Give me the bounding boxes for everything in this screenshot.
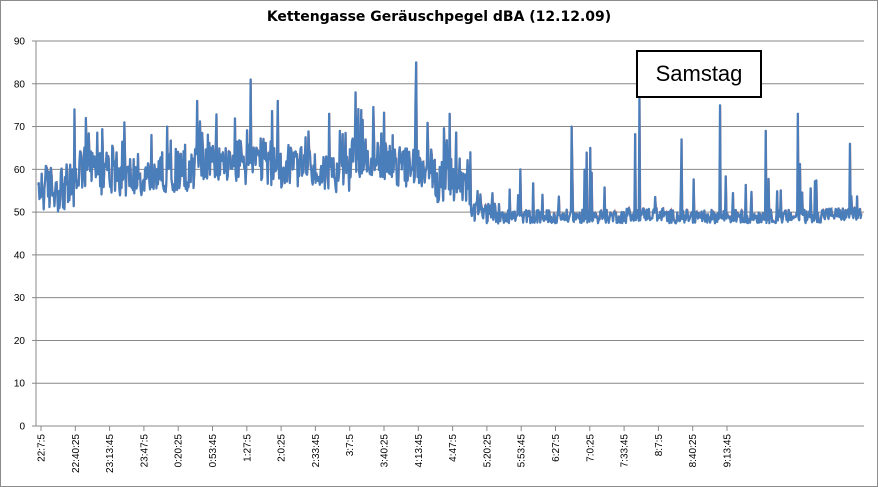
x-tick-label: 8:40:25 bbox=[688, 434, 699, 468]
y-tick-label: 50 bbox=[14, 208, 26, 219]
x-tick-label: 23:13:45 bbox=[105, 434, 116, 473]
y-tick-label: 70 bbox=[14, 122, 26, 133]
x-tick-label: 0:53:45 bbox=[208, 434, 219, 468]
x-tick-label: 22:40:25 bbox=[71, 434, 82, 473]
chart-title: Kettengasse Geräuschpegel dBA (12.12.09) bbox=[266, 9, 612, 25]
x-tick-label: 1:27:5 bbox=[242, 434, 253, 462]
y-tick-label: 20 bbox=[14, 336, 26, 347]
y-axis-ticks: 0 10 20 30 40 50 60 70 80 90 bbox=[14, 37, 36, 433]
series-main-line bbox=[36, 61, 863, 225]
x-tick-label: 7:33:45 bbox=[620, 434, 631, 468]
x-tick-label: 4:13:45 bbox=[414, 434, 425, 468]
x-axis-ticks: 22:7:5 22:40:25 23:13:45 23:47:5 0:20:25 0:53… bbox=[37, 426, 734, 473]
series-lines bbox=[36, 61, 863, 225]
x-tick-label: 22:7:5 bbox=[37, 434, 48, 462]
x-tick-label: 0:20:25 bbox=[174, 434, 185, 468]
x-tick-label: 5:20:25 bbox=[482, 434, 493, 468]
x-tick-label: 3:7:5 bbox=[345, 434, 356, 457]
y-tick-label: 80 bbox=[14, 79, 26, 90]
x-tick-label: 6:27:5 bbox=[551, 434, 562, 462]
x-tick-label: 2:33:45 bbox=[311, 434, 322, 468]
x-tick-label: 5:53:45 bbox=[517, 434, 528, 468]
x-tick-label: 9:13:45 bbox=[723, 434, 734, 468]
y-tick-label: 30 bbox=[14, 293, 26, 304]
y-tick-label: 40 bbox=[14, 250, 26, 261]
annotation-samstag: Samstag bbox=[636, 50, 762, 98]
x-tick-label: 8:7:5 bbox=[654, 434, 665, 457]
x-tick-label: 2:0:25 bbox=[277, 434, 288, 462]
x-tick-label: 4:47:5 bbox=[448, 434, 459, 462]
y-tick-label: 90 bbox=[14, 37, 26, 48]
y-tick-label: 60 bbox=[14, 165, 26, 176]
y-tick-label: 0 bbox=[19, 422, 25, 433]
y-tick-label: 10 bbox=[14, 379, 26, 390]
x-tick-label: 7:0:25 bbox=[585, 434, 596, 462]
x-tick-label: 3:40:25 bbox=[380, 434, 391, 468]
x-tick-label: 23:47:5 bbox=[139, 434, 150, 468]
axes bbox=[35, 41, 864, 427]
